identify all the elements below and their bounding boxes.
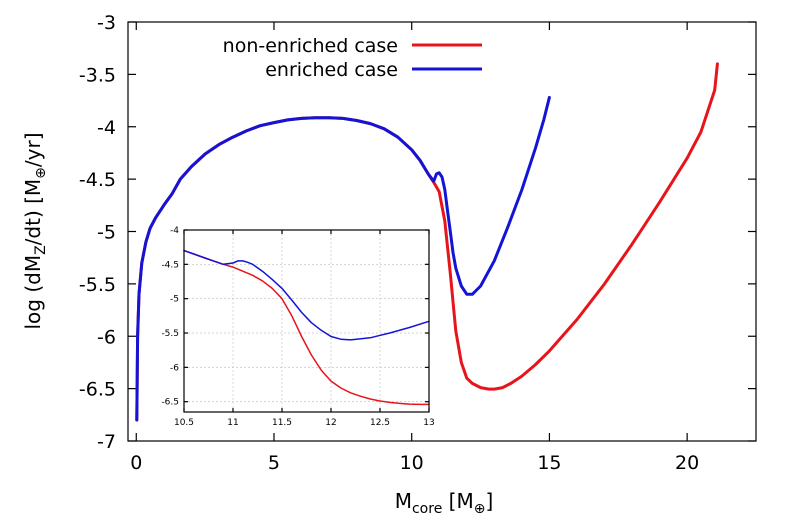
main-y-tick-label: -4.5 — [79, 169, 116, 191]
main-y-tick-label: -6.5 — [79, 379, 116, 401]
x-axis-title-main: M — [395, 489, 412, 513]
inset-y-tick-label: -4.5 — [161, 260, 179, 270]
main-series-enriched-line — [135, 95, 551, 422]
inset-axis-ticks: 10.5 11 11.5 12 12.5 13 -6.5 -6 -5.5 -5 -4.5 -4 — [161, 226, 434, 428]
y-axis-title-sub1: Z — [33, 245, 49, 255]
x-axis-title-sub: core — [412, 501, 442, 517]
main-x-tick-label: 20 — [675, 452, 699, 474]
inset-x-tick-label: 11 — [227, 418, 238, 428]
legend-label-enriched: enriched case — [265, 59, 398, 81]
inset-y-tick-label: -6.5 — [161, 398, 179, 408]
main-y-tick-label: -4 — [97, 117, 116, 139]
inset-y-tick-label: -6 — [170, 363, 179, 373]
main-x-tick-label: 0 — [130, 452, 142, 474]
main-series-group — [135, 62, 719, 422]
inset-x-tick-label: 12.5 — [370, 418, 390, 428]
main-axis-ticks: 0 5 10 15 20 -7 -6.5 -6 -5.5 -5 -4.5 -4 -3.5 -3 — [79, 12, 756, 474]
inset-x-tick-label: 13 — [423, 418, 434, 428]
legend-label-non-enriched: non-enriched case — [223, 35, 398, 57]
x-axis-title-unit-open: [M — [442, 489, 473, 513]
main-x-tick-label: 15 — [537, 452, 561, 474]
inset-plot-frame — [183, 229, 430, 413]
y-axis-title-close: /yr] — [21, 132, 45, 167]
main-y-tick-label: -3.5 — [79, 64, 116, 86]
main-y-tick-label: -5 — [97, 222, 116, 244]
inset-y-tick-label: -5 — [170, 295, 179, 305]
inset-x-tick-label: 11.5 — [272, 418, 292, 428]
inset-x-tick-label: 10.5 — [174, 418, 194, 428]
main-y-tick-label: -3 — [97, 12, 116, 34]
inset-y-tick-label: -5.5 — [161, 329, 179, 339]
y-axis-title-mid: /dt) [M — [21, 179, 45, 246]
y-axis-title-sub2: ⊕ — [33, 167, 49, 179]
inset-series-group — [183, 249, 430, 406]
y-axis-title: log (dMZ/dt) [M⊕/yr] — [21, 132, 49, 329]
inset-background — [184, 230, 429, 412]
inset-series-enriched-line — [183, 249, 430, 341]
inset-x-tick-label: 12 — [325, 418, 336, 428]
y-axis-title-open: log (dM — [21, 255, 45, 330]
inset-chart: 10.5 11 11.5 12 12.5 13 -6.5 -6 -5.5 -5 -4.5 -4 — [161, 226, 434, 428]
main-y-tick-label: -7 — [97, 431, 116, 453]
x-axis-title-unit-close: ] — [485, 489, 493, 513]
x-axis-title-unit-sub: ⊕ — [474, 501, 486, 517]
x-axis-title: Mcore [M⊕] — [395, 489, 494, 517]
legend: non-enriched case enriched case — [223, 35, 482, 81]
main-x-tick-label: 5 — [268, 452, 280, 474]
main-x-tick-label: 10 — [400, 452, 424, 474]
inset-y-tick-label: -4 — [170, 226, 179, 236]
main-y-tick-label: -6 — [97, 326, 116, 348]
main-y-tick-label: -5.5 — [79, 274, 116, 296]
